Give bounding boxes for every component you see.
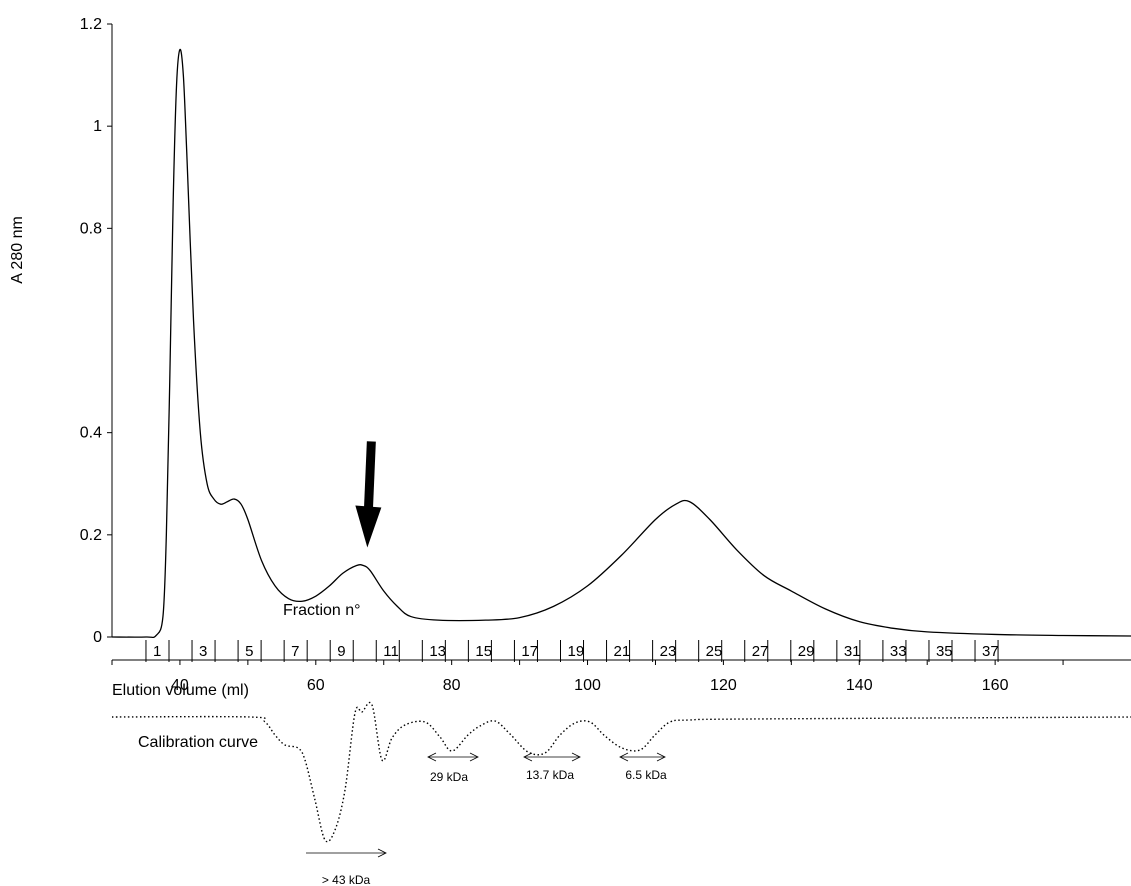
y-tick-label: 1.2 [80, 16, 102, 33]
fraction-number-label: 25 [706, 643, 723, 660]
x-tick-label: 120 [710, 677, 737, 694]
arrow-head [355, 505, 382, 548]
fraction-number-label: 29 [798, 643, 815, 660]
fraction-number-label: 9 [337, 643, 345, 660]
fraction-number-label: 15 [475, 643, 492, 660]
fraction-number-label: 3 [199, 643, 207, 660]
x-tick-label: 60 [307, 677, 325, 694]
y-tick-label: 0.4 [80, 425, 102, 442]
y-tick-label: 0 [93, 629, 102, 646]
y-axis-label: A 280 nm [9, 216, 26, 284]
calibration-label: Calibration curve [138, 734, 258, 751]
y-tick-label: 1 [93, 118, 102, 135]
calibration-marker-arrowhead [619, 752, 629, 762]
fraction-number-label: 5 [245, 643, 253, 660]
fraction-number-label: 17 [521, 643, 538, 660]
x-tick-label: 100 [574, 677, 601, 694]
x-axis-label: Elution volume (ml) [112, 682, 249, 699]
fraction-number-label: 23 [660, 643, 677, 660]
x-tick-label: 80 [443, 677, 461, 694]
x-tick-label: 160 [982, 677, 1009, 694]
fraction-number-label: 21 [614, 643, 631, 660]
fraction-number-label: 27 [752, 643, 769, 660]
fraction-number-label: 33 [890, 643, 907, 660]
fraction-number-label: 11 [383, 643, 399, 660]
fraction-number-label: 37 [982, 643, 999, 660]
absorbance-curve-layer [111, 48, 1131, 639]
calibration-marker-arrowhead [377, 848, 387, 858]
labels-layer [355, 441, 382, 548]
calibration-marker-arrowhead [523, 752, 533, 762]
calibration-marker-label: 6.5 kDa [625, 768, 667, 782]
fraction-number-label: 19 [567, 643, 584, 660]
axes-layer: 0 0.2 0.4 0.8 1 1.2 A 280 nm 40 60 80 100 120 140 160… [9, 16, 1131, 699]
absorbance-series-line [111, 48, 1131, 639]
fraction-number-label: 31 [844, 643, 861, 660]
y-tick-label: 0.8 [80, 220, 102, 237]
calibration-marker-label: > 43 kDa [322, 873, 371, 886]
calibration-marker-arrowhead [571, 752, 581, 762]
calibration-marker-label: 29 kDa [430, 770, 468, 784]
calibration-curve-line [111, 701, 1131, 843]
fraction-label: Fraction n° [283, 602, 361, 619]
calibration-layer: Calibration curve > 43 kDa 29 kDa 13.7 kDa 6… [111, 701, 1131, 886]
calibration-marker-arrowhead [656, 752, 666, 762]
calibration-marker-arrowhead [469, 752, 479, 762]
calibration-marker-arrowhead [427, 752, 437, 762]
fraction-number-label: 1 [153, 643, 161, 660]
x-tick-label: 140 [846, 677, 873, 694]
calibration-marker-label: 13.7 kDa [526, 768, 574, 782]
fraction-number-label: 13 [429, 643, 446, 660]
arrow-shaft [363, 441, 376, 512]
fraction-number-label: 35 [936, 643, 953, 660]
x-tick-label: 40 [171, 677, 189, 694]
y-tick-label: 0.2 [80, 527, 102, 544]
fraction-strip: Fraction n°1 3 5 7 9 11 13 15 17 19 21 23 25 27 29 31 33… [145, 602, 999, 662]
fraction-number-label: 7 [291, 643, 299, 660]
